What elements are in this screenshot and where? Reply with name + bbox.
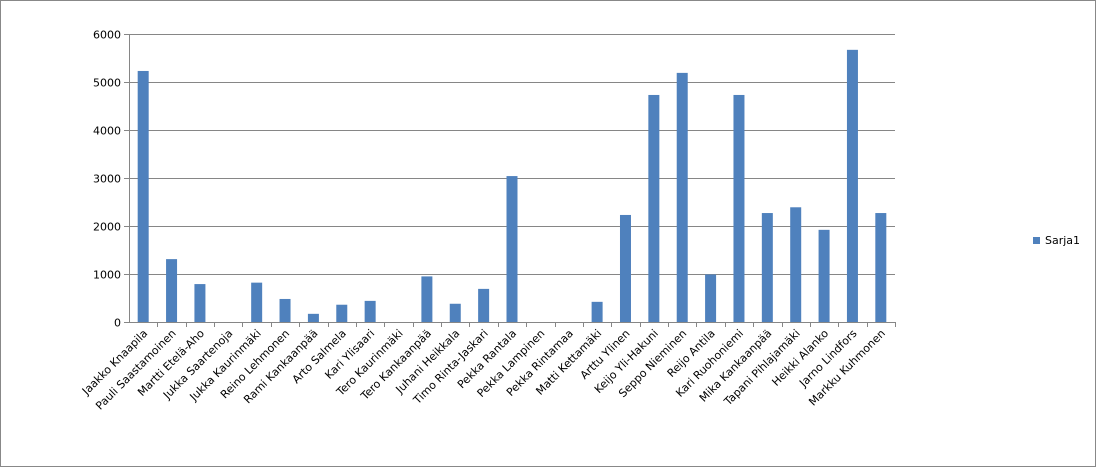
bar — [619, 214, 631, 322]
bar — [364, 300, 376, 322]
bar — [307, 313, 319, 322]
y-tick-label: 2000 — [93, 221, 121, 234]
legend-entry: Sarja1 — [1045, 234, 1081, 247]
bar — [818, 229, 830, 322]
y-tick-label: 0 — [114, 317, 121, 330]
bar — [194, 284, 206, 322]
bar — [137, 70, 149, 323]
bar — [875, 213, 887, 322]
y-tick-label: 6000 — [93, 29, 121, 42]
bar — [166, 259, 178, 322]
bar — [676, 72, 688, 322]
bar — [506, 176, 518, 322]
bar — [846, 49, 858, 323]
bar — [705, 274, 717, 322]
y-tick-label: 3000 — [93, 173, 121, 186]
bar — [591, 301, 603, 322]
bar — [478, 288, 490, 322]
y-tick-label: 5000 — [93, 77, 121, 90]
bar — [761, 213, 773, 322]
y-tick-label: 1000 — [93, 269, 121, 282]
legend-swatch — [1033, 237, 1040, 244]
bar — [421, 276, 433, 322]
bar — [733, 94, 745, 323]
y-tick-label: 4000 — [93, 125, 121, 138]
bar — [648, 94, 660, 323]
bar — [449, 303, 461, 322]
bar — [279, 298, 291, 322]
bar — [790, 207, 802, 322]
axes: 0 1000 2000 3000 4000 5000 6000 — [93, 29, 896, 330]
bar — [251, 282, 263, 322]
bars — [137, 49, 887, 323]
legend: Sarja1 — [1033, 234, 1080, 247]
bar — [336, 304, 348, 322]
